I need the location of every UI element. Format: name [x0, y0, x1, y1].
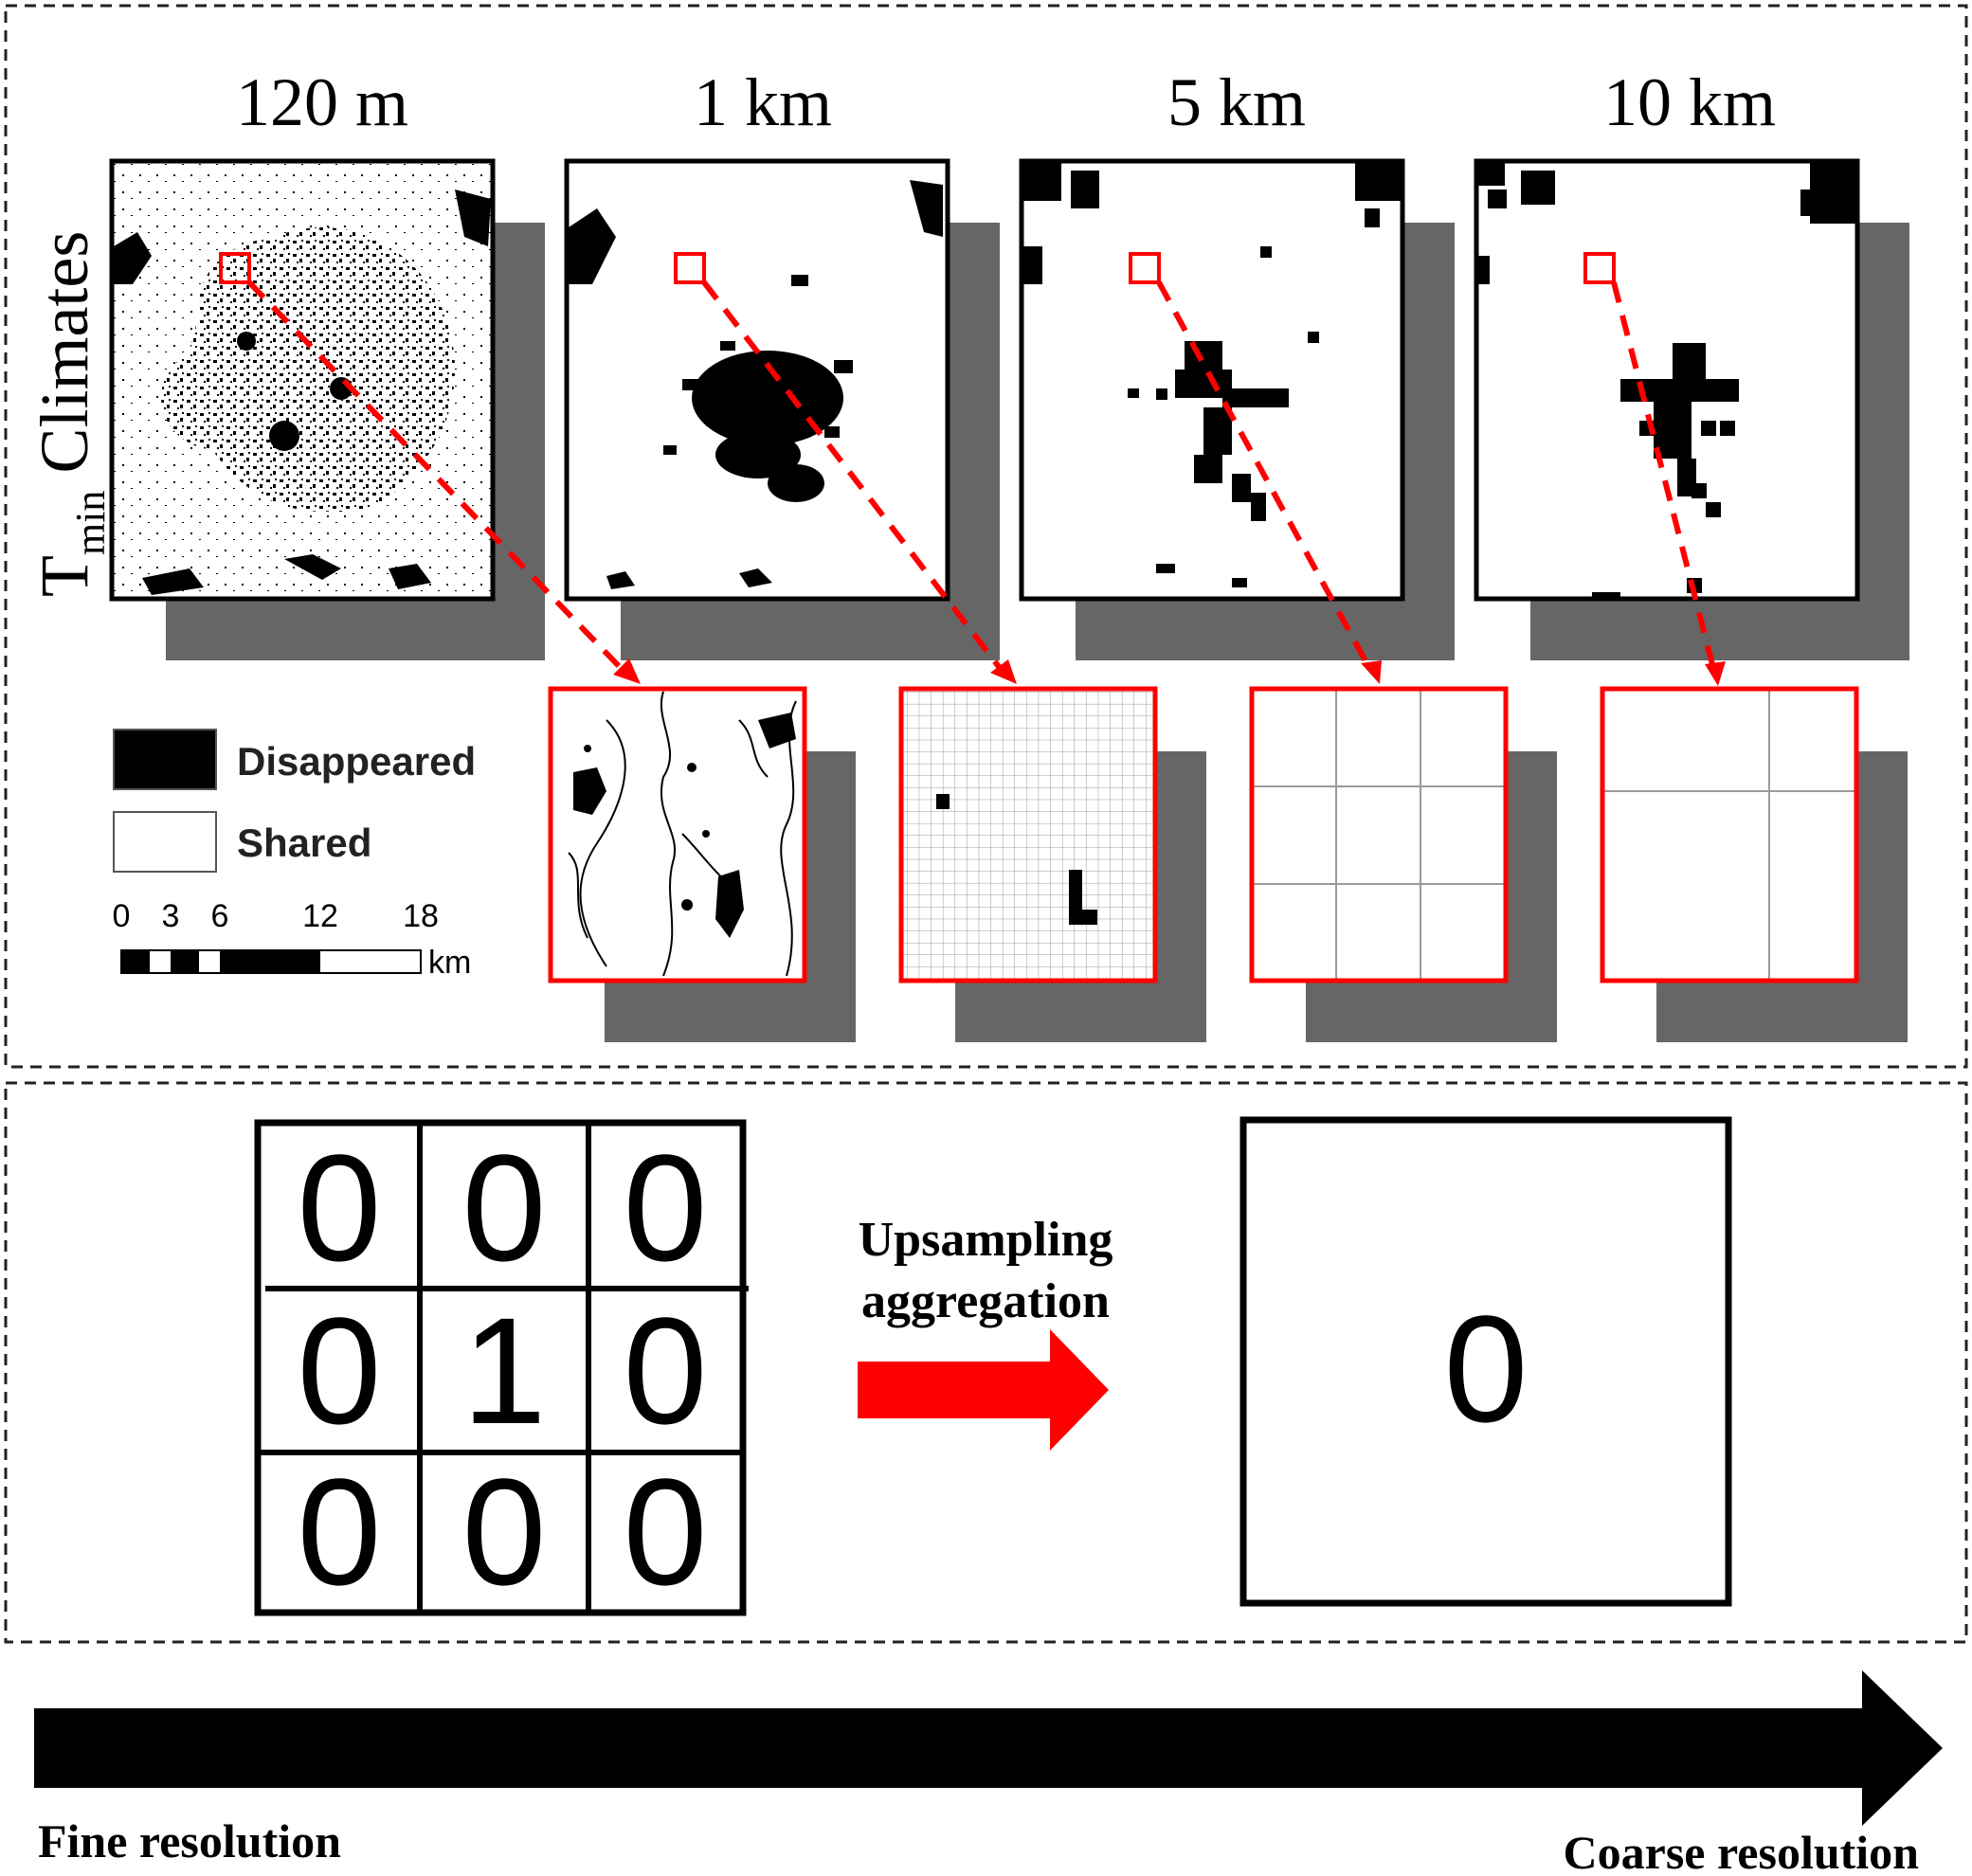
panel-title-5km: 5 km — [1167, 64, 1306, 140]
scale-tick-6: 6 — [211, 898, 229, 934]
scale-tick-3: 3 — [162, 898, 180, 934]
scale-tick-12: 12 — [302, 898, 338, 934]
upsampling-label: Upsampling — [859, 1213, 1113, 1267]
panel-title-10km: 10 km — [1603, 64, 1776, 140]
bottom-section-border — [4, 1081, 1968, 1644]
fine-resolution-grid: 0 0 0 0 1 0 0 0 0 — [254, 1119, 749, 1616]
inset-10km — [1600, 686, 1859, 983]
legend-label-disappeared: Disappeared — [237, 739, 476, 784]
scale-tick-18: 18 — [403, 898, 439, 934]
scale-bar: 0 3 6 12 18 km — [113, 898, 472, 981]
panel-title-120m: 120 m — [236, 64, 408, 140]
zoom-connectors — [246, 280, 1716, 671]
grid-cell-1-1: 1 — [462, 1286, 547, 1455]
upsampling-arrow — [858, 1329, 1109, 1451]
top-section-border — [4, 4, 1968, 1069]
inset-5km — [1249, 686, 1509, 983]
aggregation-label: aggregation — [861, 1274, 1110, 1328]
grid-cell-2-1: 0 — [462, 1447, 547, 1616]
map-1km — [564, 158, 950, 602]
scale-unit: km — [428, 945, 471, 981]
zoom-connector-arrowheads — [613, 658, 1726, 686]
selection-box-10km — [1583, 252, 1616, 284]
selection-box-5km — [1129, 252, 1161, 284]
legend-swatch-disappeared — [113, 729, 217, 790]
legend-swatch-shared — [113, 811, 217, 873]
grid-cell-1-0: 0 — [298, 1286, 382, 1455]
selection-box-1km — [674, 252, 706, 284]
grid-cell-0-0: 0 — [298, 1123, 382, 1292]
coarse-resolution-cell: 0 — [1239, 1116, 1732, 1607]
grid-cell-0-1: 0 — [462, 1123, 547, 1292]
map-120m — [109, 158, 496, 602]
coarse-resolution-label: Coarse resolution — [1564, 1826, 1920, 1876]
grid-cell-2-0: 0 — [298, 1447, 382, 1616]
row-label: Tmin Climates — [27, 231, 114, 597]
grid-cell-1-2: 0 — [624, 1286, 708, 1455]
legend: Disappeared Shared — [113, 729, 476, 873]
selection-box-120m — [219, 252, 251, 284]
inset-1km — [898, 686, 1158, 983]
coarse-cell-value: 0 — [1444, 1284, 1529, 1453]
grid-cell-2-2: 0 — [624, 1447, 708, 1616]
map-10km — [1474, 158, 1860, 602]
grid-cell-0-2: 0 — [624, 1123, 708, 1292]
panel-title-1km: 1 km — [694, 64, 832, 140]
fine-resolution-label: Fine resolution — [38, 1814, 341, 1867]
inset-120m — [548, 686, 807, 983]
scale-tick-0: 0 — [113, 898, 131, 934]
resolution-axis-arrow — [34, 1670, 1943, 1826]
legend-label-shared: Shared — [237, 821, 371, 865]
